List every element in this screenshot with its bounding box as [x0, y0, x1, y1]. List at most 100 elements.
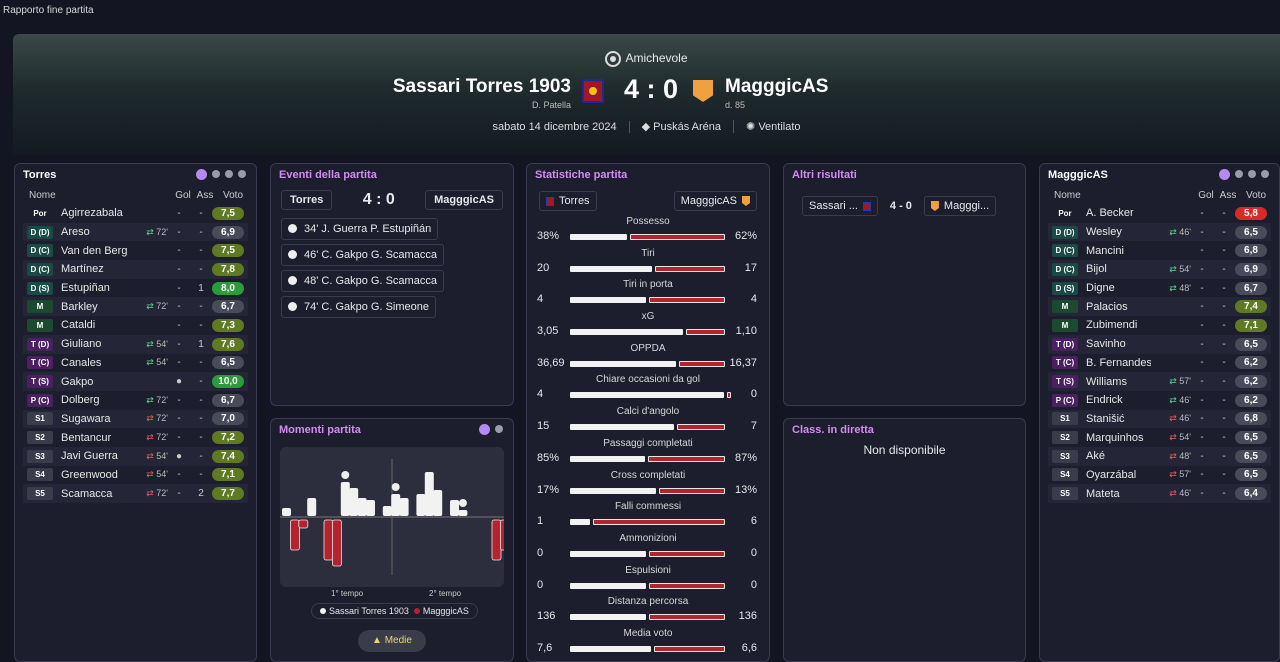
player-name[interactable]: Bijol: [1086, 263, 1107, 276]
player-row[interactable]: Por A. Becker - -5,8: [1048, 204, 1271, 223]
player-row[interactable]: D (C) Mancini - -6,8: [1048, 241, 1271, 260]
player-row[interactable]: S1 Sugawara ⇄ 72' - -7,0: [23, 409, 248, 429]
player-row[interactable]: T (S) Gakpo ● -10,0: [23, 372, 248, 391]
player-name[interactable]: Estupiñan: [61, 282, 110, 295]
player-name[interactable]: Areso: [61, 226, 90, 239]
lineup-pager[interactable]: [1219, 169, 1269, 180]
player-name[interactable]: Stanišić: [1086, 412, 1125, 425]
player-row[interactable]: S5 Mateta ⇄ 46' - -6,4: [1048, 484, 1271, 503]
player-name[interactable]: Endrick: [1086, 394, 1123, 407]
lineup-pager[interactable]: [196, 169, 246, 180]
player-name[interactable]: Javi Guerra: [61, 450, 118, 463]
player-name[interactable]: Giuliano: [61, 338, 102, 351]
page-dot[interactable]: [1261, 170, 1269, 178]
player-row[interactable]: D (C) Bijol ⇄ 54' - -6,9: [1048, 260, 1271, 279]
goal-ball-icon: [391, 483, 400, 491]
player-name[interactable]: Marquinhos: [1086, 431, 1144, 444]
player-row[interactable]: D (S) Estupiñan - 1 8,0: [23, 279, 248, 298]
player-name[interactable]: B. Fernandes: [1086, 356, 1151, 369]
event-item[interactable]: 74' C. Gakpo G. Simeone: [281, 296, 436, 318]
event-item[interactable]: 46' C. Gakpo G. Scamacca: [281, 244, 444, 266]
player-name[interactable]: Barkley: [61, 300, 98, 313]
player-name[interactable]: Van den Berg: [61, 244, 128, 257]
page-dot[interactable]: [1248, 170, 1256, 178]
player-name[interactable]: Oyarzábal: [1086, 468, 1137, 481]
player-name[interactable]: Martínez: [61, 263, 104, 276]
stat-away-bar: [678, 360, 725, 367]
page-dot[interactable]: [1235, 170, 1243, 178]
col-voto: Voto: [1245, 189, 1267, 201]
player-name[interactable]: Dolberg: [61, 394, 100, 407]
player-name[interactable]: Sugawara: [61, 412, 111, 425]
page-dot-active[interactable]: [479, 424, 490, 435]
player-row[interactable]: P (C) Dolberg ⇄ 72' - -6,7: [23, 391, 248, 410]
page-dot[interactable]: [238, 170, 246, 178]
player-name[interactable]: Savinho: [1086, 338, 1126, 351]
live-table-panel: Class. in diretta Non disponibile: [783, 418, 1026, 662]
player-row[interactable]: T (D) Savinho - -6,5: [1048, 334, 1271, 354]
page-dot[interactable]: [225, 170, 233, 178]
player-row[interactable]: S3 Aké ⇄ 48' - -6,5: [1048, 446, 1271, 466]
assists: -: [1222, 413, 1226, 425]
player-name[interactable]: Gakpo: [61, 375, 94, 388]
player-name[interactable]: Aké: [1086, 450, 1105, 463]
home-team-name[interactable]: Sassari Torres 1903: [392, 76, 571, 97]
moments-pager[interactable]: [479, 424, 503, 435]
player-row[interactable]: T (C) B. Fernandes - -6,2: [1048, 354, 1271, 373]
player-name[interactable]: Cataldi: [61, 319, 96, 332]
page-dot[interactable]: [212, 170, 220, 178]
page-dot[interactable]: [495, 425, 503, 433]
stat-row: xG 3,05 1,10: [527, 309, 769, 341]
substitution: ⇄ 54': [1151, 432, 1191, 443]
away-team-name[interactable]: MagggicAS: [725, 76, 829, 97]
player-row[interactable]: Por Agirrezabala - -7,5: [23, 204, 248, 223]
player-row[interactable]: S3 Javi Guerra ⇄ 54' ● -7,4: [23, 446, 248, 466]
player-row[interactable]: S2 Marquinhos ⇄ 54' - -6,5: [1048, 428, 1271, 447]
player-row[interactable]: M Cataldi - -7,3: [23, 316, 248, 335]
player-row[interactable]: D (D) Wesley ⇄ 46' - -6,5: [1048, 222, 1271, 242]
player-row[interactable]: T (D) Giuliano ⇄ 54' - 1 7,6: [23, 334, 248, 354]
goals: -: [177, 282, 181, 294]
player-name[interactable]: Canales: [61, 356, 102, 369]
player-name[interactable]: Zubimendi: [1086, 319, 1138, 332]
col-name: Nome: [29, 189, 56, 201]
stat-label: OPPDA: [630, 342, 666, 354]
player-row[interactable]: S1 Stanišić ⇄ 46' - -6,8: [1048, 409, 1271, 429]
page-dot-active[interactable]: [1219, 169, 1230, 180]
player-row[interactable]: M Barkley ⇄ 72' - -6,7: [23, 297, 248, 317]
player-row[interactable]: D (C) Van den Berg - -7,5: [23, 241, 248, 260]
player-row[interactable]: D (C) Martínez - -7,8: [23, 260, 248, 279]
player-name[interactable]: A. Becker: [1086, 207, 1134, 220]
player-row[interactable]: S4 Oyarzábal ⇄ 57' - -6,5: [1048, 466, 1271, 485]
player-row[interactable]: D (S) Digne ⇄ 48' - -6,7: [1048, 279, 1271, 298]
player-name[interactable]: Greenwood: [61, 468, 118, 481]
player-row[interactable]: T (C) Canales ⇄ 54' - -6,5: [23, 354, 248, 373]
player-row[interactable]: M Palacios - -7,4: [1048, 297, 1271, 317]
other-result-row[interactable]: Sassari ... 4 - 0 Magggi...: [802, 196, 1025, 216]
goals: -: [1200, 207, 1204, 219]
player-name[interactable]: Scamacca: [61, 487, 113, 500]
player-name[interactable]: Bentancur: [61, 431, 112, 444]
player-name[interactable]: Wesley: [1086, 226, 1122, 239]
player-row[interactable]: T (S) Williams ⇄ 57' - -6,2: [1048, 372, 1271, 391]
player-name[interactable]: Williams: [1086, 375, 1127, 388]
player-row[interactable]: S2 Bentancur ⇄ 72' - -7,2: [23, 428, 248, 447]
stat-label: Passaggi completati: [603, 437, 693, 449]
goals: -: [1200, 245, 1204, 257]
substitution: ⇄ 46': [1151, 488, 1191, 499]
event-item[interactable]: 48' C. Gakpo G. Scamacca: [281, 270, 444, 292]
player-row[interactable]: S4 Greenwood ⇄ 54' - -7,1: [23, 466, 248, 485]
player-name[interactable]: Mancini: [1086, 244, 1124, 257]
player-row[interactable]: S5 Scamacca ⇄ 72' - 2 7,7: [23, 484, 248, 503]
player-row[interactable]: D (D) Areso ⇄ 72' - -6,9: [23, 222, 248, 242]
page-dot-active[interactable]: [196, 169, 207, 180]
averages-button[interactable]: ▲ Medie: [358, 630, 426, 652]
player-name[interactable]: Palacios: [1086, 300, 1128, 313]
event-item[interactable]: 34' J. Guerra P. Estupiñán: [281, 218, 439, 240]
player-row[interactable]: M Zubimendi - -7,1: [1048, 316, 1271, 335]
player-row[interactable]: P (C) Endrick ⇄ 46' - -6,2: [1048, 391, 1271, 410]
player-name[interactable]: Mateta: [1086, 487, 1120, 500]
goals: -: [1200, 282, 1204, 294]
player-name[interactable]: Agirrezabala: [61, 207, 123, 220]
player-name[interactable]: Digne: [1086, 282, 1115, 295]
